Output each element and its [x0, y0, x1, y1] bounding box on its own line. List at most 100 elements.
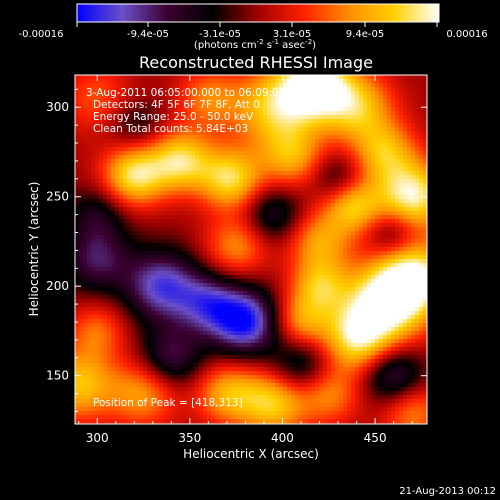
- heatmap-cell: [407, 175, 412, 180]
- heatmap-cell: [271, 223, 276, 228]
- colorbar-tick-label: 3.1e-05: [273, 29, 311, 40]
- heatmap-cell: [95, 259, 100, 264]
- heatmap-cell: [143, 219, 148, 224]
- heatmap-cell: [199, 239, 204, 244]
- heatmap-cell: [199, 139, 204, 144]
- heatmap-cell: [143, 115, 148, 120]
- heatmap-cell: [343, 155, 348, 160]
- heatmap-cell: [371, 291, 376, 296]
- heatmap-cell: [227, 251, 232, 256]
- heatmap-cell: [115, 115, 120, 120]
- heatmap-cell: [107, 267, 112, 272]
- heatmap-cell: [211, 199, 216, 204]
- heatmap-cell: [303, 207, 308, 212]
- heatmap-cell: [395, 103, 400, 108]
- heatmap-cell: [355, 139, 360, 144]
- heatmap-cell: [367, 255, 372, 260]
- heatmap-cell: [271, 295, 276, 300]
- heatmap-cell: [191, 111, 196, 116]
- heatmap-cell: [259, 199, 264, 204]
- heatmap-cell: [315, 255, 320, 260]
- heatmap-cell: [219, 227, 224, 232]
- heatmap-cell: [195, 231, 200, 236]
- heatmap-cell: [307, 247, 312, 252]
- heatmap-cell: [343, 159, 348, 164]
- heatmap-cell: [311, 243, 316, 248]
- heatmap-cell: [195, 203, 200, 208]
- heatmap-cell: [99, 95, 104, 100]
- heatmap-cell: [99, 187, 104, 192]
- heatmap-cell: [227, 147, 232, 152]
- heatmap-cell: [131, 127, 136, 132]
- heatmap-cell: [163, 135, 168, 140]
- heatmap-cell: [415, 155, 420, 160]
- heatmap-cell: [187, 199, 192, 204]
- heatmap-cell: [307, 83, 312, 88]
- heatmap-cell: [295, 159, 300, 164]
- heatmap-cell: [327, 159, 332, 164]
- heatmap-cell: [411, 195, 416, 200]
- heatmap-cell: [167, 247, 172, 252]
- heatmap-cell: [319, 107, 324, 112]
- heatmap-cell: [415, 179, 420, 184]
- heatmap-cell: [235, 223, 240, 228]
- heatmap-cell: [223, 111, 228, 116]
- heatmap-cell: [299, 295, 304, 300]
- heatmap-cell: [343, 219, 348, 224]
- heatmap-cell: [183, 279, 188, 284]
- heatmap-cell: [155, 191, 160, 196]
- heatmap-cell: [347, 259, 352, 264]
- heatmap-cell: [307, 167, 312, 172]
- heatmap-cell: [419, 255, 424, 260]
- heatmap-cell: [159, 295, 164, 300]
- heatmap-cell: [215, 95, 220, 100]
- heatmap-cell: [83, 219, 88, 224]
- heatmap-cell: [299, 215, 304, 220]
- heatmap-cell: [263, 147, 268, 152]
- heatmap-cell: [379, 131, 384, 136]
- heatmap-cell: [411, 267, 416, 272]
- heatmap-cell: [411, 291, 416, 296]
- heatmap-cell: [259, 195, 264, 200]
- heatmap-cell: [327, 191, 332, 196]
- heatmap-cell: [407, 267, 412, 272]
- heatmap-cell: [159, 91, 164, 96]
- heatmap-cell: [167, 283, 172, 288]
- heatmap-cell: [291, 195, 296, 200]
- heatmap-cell: [343, 259, 348, 264]
- heatmap-cell: [295, 191, 300, 196]
- heatmap-cell: [75, 83, 80, 88]
- heatmap-cell: [215, 103, 220, 108]
- heatmap-cell: [239, 247, 244, 252]
- heatmap-cell: [395, 235, 400, 240]
- heatmap-cell: [259, 211, 264, 216]
- heatmap-cell: [119, 115, 124, 120]
- heatmap-cell: [107, 179, 112, 184]
- heatmap-cell: [367, 167, 372, 172]
- heatmap-cell: [307, 163, 312, 168]
- heatmap-cell: [131, 263, 136, 268]
- heatmap-cell: [323, 239, 328, 244]
- heatmap-cell: [259, 83, 264, 88]
- heatmap-cell: [243, 295, 248, 300]
- heatmap-cell: [239, 155, 244, 160]
- heatmap-cell: [411, 139, 416, 144]
- heatmap-cell: [227, 227, 232, 232]
- heatmap-cell: [243, 143, 248, 148]
- heatmap-cell: [255, 279, 260, 284]
- heatmap-cell: [255, 167, 260, 172]
- heatmap-cell: [223, 267, 228, 272]
- heatmap-cell: [111, 163, 116, 168]
- heatmap-cell: [319, 111, 324, 116]
- heatmap-cell: [135, 255, 140, 260]
- heatmap-cell: [267, 239, 272, 244]
- heatmap-cell: [343, 99, 348, 104]
- heatmap-cell: [139, 139, 144, 144]
- heatmap-cell: [231, 247, 236, 252]
- heatmap-cell: [131, 83, 136, 88]
- heatmap-cell: [311, 135, 316, 140]
- heatmap-cell: [359, 75, 364, 80]
- heatmap-cell: [151, 299, 156, 304]
- heatmap-cell: [159, 79, 164, 84]
- heatmap-cell: [319, 179, 324, 184]
